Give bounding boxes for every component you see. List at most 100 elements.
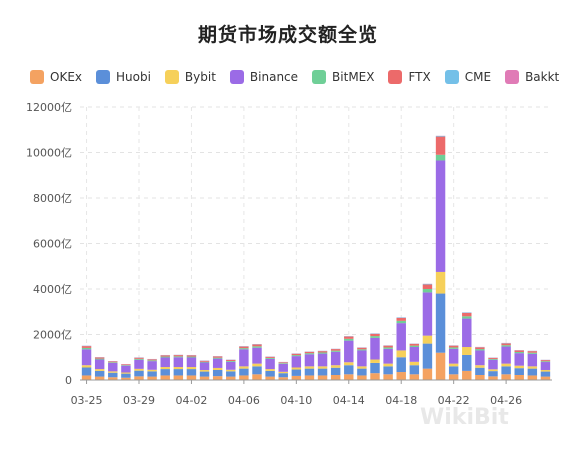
bar-segment-ftx	[108, 361, 118, 363]
bar-segment-okex	[94, 376, 105, 380]
bar-segment-huobi	[527, 368, 538, 376]
y-tick-label: 10000亿	[26, 147, 72, 160]
bar-segment-bybit	[448, 363, 459, 367]
bar-segment-binance	[239, 349, 249, 367]
bar-segment-binance	[540, 362, 551, 370]
bar-segment-okex	[108, 377, 118, 380]
bar-segment-bitmex	[186, 356, 197, 358]
bar-segment-bybit	[186, 367, 197, 370]
bar-segment-huobi	[186, 369, 197, 376]
y-tick-label: 6000亿	[33, 238, 72, 251]
legend-swatch	[388, 70, 403, 84]
bar-segment-binance	[278, 363, 288, 372]
bar-segment-bitmex	[291, 355, 302, 357]
bar-segment-binance	[265, 358, 275, 370]
bar-segment-ftx	[304, 351, 315, 354]
bar-segment-huobi	[540, 371, 551, 377]
bar-segment-bitmex	[121, 365, 131, 366]
bar-segment-huobi	[239, 368, 249, 376]
bar-segment-huobi	[121, 373, 131, 378]
bar-segment-bitmex	[540, 361, 551, 363]
legend-item-binance[interactable]: Binance	[229, 70, 299, 84]
bar-segment-binance	[108, 362, 118, 372]
bar-segment-bybit	[199, 369, 210, 372]
legend-swatch	[96, 70, 110, 84]
bar-segment-binance	[252, 347, 262, 364]
bar-segment-bybit	[239, 366, 249, 369]
bar-segment-binance	[514, 353, 524, 366]
bar-segment-huobi	[199, 371, 210, 377]
bar-segment-okex	[239, 375, 249, 380]
bar-segment-ftx	[212, 356, 223, 358]
bar-segment-huobi	[514, 368, 524, 375]
legend-swatch	[444, 70, 459, 84]
bar-segment-bitmex	[527, 352, 538, 354]
bar-segment-ftx	[422, 284, 433, 289]
bar-segment-bitmex	[396, 320, 406, 324]
bar-segment-binance	[173, 357, 184, 368]
legend-item-ftx[interactable]: FTX	[388, 70, 431, 84]
legend-item-cme[interactable]: CME	[444, 70, 492, 84]
bar-segment-bybit	[422, 335, 433, 344]
bar-segment-huobi	[147, 371, 157, 377]
bar-segment-okex	[409, 374, 420, 380]
bar-segment-ftx	[344, 336, 354, 339]
bar-segment-huobi	[81, 367, 92, 376]
bar-segment-huobi	[278, 373, 288, 378]
bar-segment-bybit	[370, 359, 380, 363]
bar-segment-bybit	[134, 368, 144, 371]
bar-segment-bybit	[304, 366, 315, 369]
bar-segment-bitmex	[435, 154, 446, 161]
bar-segment-okex	[199, 376, 210, 380]
x-tick-label: 04-14	[333, 394, 365, 407]
bar-segment-bybit	[212, 367, 223, 370]
legend-label: Binance	[249, 70, 299, 84]
bar-segment-bybit	[121, 372, 131, 374]
bar-segment-huobi	[448, 366, 459, 375]
bar-segment-okex	[304, 375, 315, 380]
legend-label: CME	[464, 70, 492, 84]
bar-segment-binance	[462, 318, 472, 348]
legend-label: Bybit	[184, 70, 216, 84]
bar-segment-ftx	[147, 359, 157, 361]
bar-segment-ftx	[330, 349, 341, 351]
bar-segment-bitmex	[239, 348, 249, 350]
bar-segment-binance	[344, 340, 354, 363]
bar-segment-binance	[501, 346, 511, 364]
bar-segment-ftx	[291, 353, 302, 356]
bar-segment-okex	[527, 375, 538, 380]
bar-segment-okex	[514, 374, 524, 380]
legend-item-bakkt[interactable]: Bakkt	[505, 70, 559, 84]
bar-segment-huobi	[501, 366, 511, 375]
bar-segment-bybit	[501, 363, 511, 367]
bar-segment-okex	[370, 373, 380, 380]
bar-segment-huobi	[265, 370, 275, 377]
legend-item-huobi[interactable]: Huobi	[96, 70, 151, 84]
legend-item-bybit[interactable]: Bybit	[164, 70, 216, 84]
bar-segment-bybit	[317, 366, 328, 369]
bar-segment-okex	[462, 370, 472, 380]
legend-label: Bakkt	[525, 70, 560, 84]
bar-segment-binance	[317, 353, 328, 367]
x-tick-label: 04-22	[438, 394, 470, 407]
legend-item-bitmex[interactable]: BitMEX	[312, 70, 374, 84]
bar-segment-bybit	[160, 367, 170, 370]
bar-segment-ftx	[527, 351, 538, 353]
bar-segment-binance	[160, 357, 170, 368]
bar-segment-bybit	[488, 369, 498, 372]
bar-segment-okex	[121, 377, 131, 380]
legend-item-okex[interactable]: OKEx	[30, 70, 82, 84]
bar-segment-bitmex	[383, 347, 393, 349]
bar-segment-huobi	[317, 368, 328, 376]
bar-segment-okex	[422, 368, 433, 380]
x-tick-label: 04-10	[280, 394, 312, 407]
bar-segment-bitmex	[265, 357, 275, 359]
bar-segment-binance	[94, 359, 105, 370]
bar-segment-ftx	[199, 360, 210, 362]
bar-segment-bybit	[527, 366, 538, 369]
bar-segment-binance	[475, 350, 485, 366]
bar-segment-bitmex	[357, 349, 367, 351]
bar-segment-ftx	[540, 360, 551, 362]
bar-segment-bybit	[540, 369, 551, 372]
